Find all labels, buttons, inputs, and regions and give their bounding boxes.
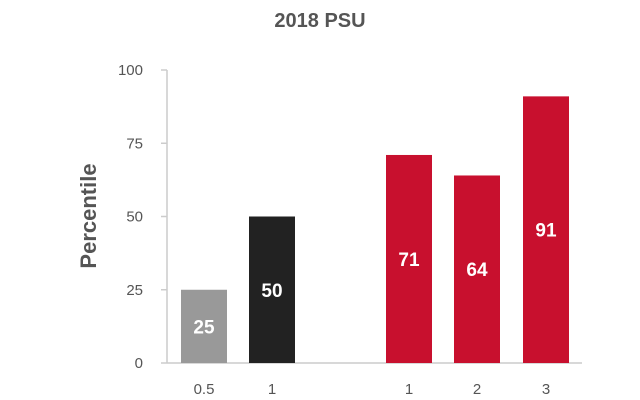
bar [249,216,295,363]
bar-data-label: 71 [398,250,420,271]
bar [386,154,432,363]
y-axis-label: Percentile [76,163,101,268]
bar-data-label: 25 [193,317,215,338]
bar-data-label: 50 [261,281,282,302]
y-tick-label: 25 [126,282,143,299]
plot-area: 0 25 50 75 100 25 0.5 50 1 71 1 64 2 91 3 [118,62,582,398]
x-tick-label: 0.5 [194,381,215,398]
bar [523,96,569,364]
bar [181,289,227,363]
bar-data-label: 64 [466,260,488,281]
chart-title: 2018 PSU [274,10,365,32]
y-tick-label: 0 [135,355,143,372]
x-tick-label: 1 [405,381,413,398]
y-tick-label: 100 [118,62,143,79]
x-tick-label: 1 [268,381,276,398]
bar-data-label: 91 [535,221,557,242]
y-tick-label: 50 [126,209,143,226]
y-tick-label: 75 [126,135,143,152]
bar [454,175,500,363]
x-tick-label: 2 [473,381,481,398]
x-tick-label: 3 [542,381,550,398]
